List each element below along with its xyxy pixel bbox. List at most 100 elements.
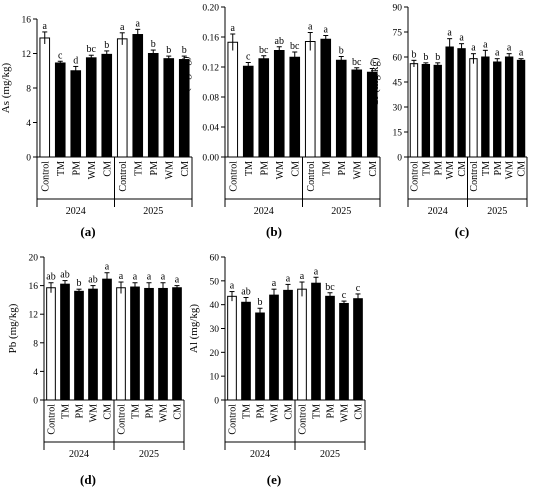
y-tick-label: 0.12: [202, 64, 219, 74]
category-label: Control: [117, 404, 128, 435]
y-tick-label: 30: [210, 325, 220, 335]
group-label: 2024: [66, 206, 86, 217]
bar: [433, 64, 442, 158]
significance-letter: a: [447, 28, 452, 39]
significance-letter: b: [339, 46, 344, 57]
category-label: CM: [290, 161, 301, 177]
chart-panel-3: 0 15 30 45 60 75 90 Cr (mg/kg) b Control b TM b PM a WM…: [369, 4, 528, 240]
category-label: CM: [180, 161, 191, 177]
bar: [481, 56, 490, 158]
y-tick-label: 50: [210, 277, 220, 287]
y-axis-title: Cd (mg/kg): [180, 56, 192, 107]
significance-letter: b: [258, 297, 263, 308]
significance-letter: b: [435, 52, 440, 63]
y-tick-label: 60: [393, 54, 403, 64]
bar: [351, 69, 363, 158]
bar: [409, 63, 419, 158]
chart-panel-5: 0 10 20 30 40 50 60 Al (mg/kg) a Control ab TM b PM a W…: [188, 254, 366, 487]
significance-letter: bc: [87, 44, 97, 55]
significance-letter: b: [411, 49, 416, 60]
y-axis-title: Al (mg/kg): [188, 304, 200, 354]
significance-letter: d: [73, 55, 78, 66]
significance-letter: c: [356, 283, 361, 294]
bar: [255, 312, 265, 401]
chart-panel-2: 0.00 0.04 0.08 0.12 0.16 0.20 Cd (mg/kg) a Contr…: [180, 4, 381, 239]
panel-label: (d): [80, 472, 96, 487]
significance-letter: a: [308, 22, 313, 33]
category-label: TM: [312, 404, 323, 419]
y-tick-label: 30: [393, 104, 403, 114]
category-label: TM: [133, 161, 144, 176]
bar: [283, 289, 293, 401]
panel-label: (b): [266, 224, 282, 239]
significance-letter: bc: [325, 282, 335, 293]
category-label: TM: [131, 404, 142, 419]
significance-letter: a: [43, 21, 48, 32]
bar: [88, 288, 98, 401]
group-label: 2024: [428, 206, 448, 217]
bar: [445, 46, 454, 158]
category-label: CM: [103, 404, 114, 420]
y-tick-label: 8: [26, 85, 31, 95]
category-label: PM: [493, 161, 504, 176]
category-label: CM: [368, 161, 379, 177]
significance-letter: a: [324, 25, 329, 36]
category-label: WM: [87, 161, 98, 179]
bar: [289, 56, 301, 158]
significance-letter: c: [342, 290, 347, 301]
significance-letter: a: [161, 272, 166, 283]
y-tick-label: 0.16: [202, 34, 219, 44]
significance-letter: b: [77, 278, 82, 289]
bar: [46, 287, 56, 401]
significance-letter: a: [519, 48, 524, 59]
significance-letter: bc: [290, 41, 300, 52]
bar: [311, 282, 321, 401]
y-tick-label: 20: [210, 349, 220, 359]
category-label: PM: [259, 161, 270, 176]
category-label: TM: [321, 161, 332, 176]
bar: [339, 302, 349, 401]
category-label: TM: [242, 404, 253, 419]
bar: [469, 58, 478, 158]
significance-letter: ab: [241, 287, 250, 298]
category-label: WM: [275, 161, 286, 179]
significance-letter: b: [182, 45, 187, 56]
category-label: WM: [352, 161, 363, 179]
category-label: Control: [409, 161, 420, 192]
group-label: 2025: [331, 206, 351, 217]
category-label: TM: [421, 161, 432, 176]
significance-letter: a: [175, 275, 180, 286]
bar: [172, 287, 182, 401]
significance-letter: bc: [352, 57, 362, 68]
bar: [258, 58, 270, 158]
bar: [421, 64, 431, 158]
bar: [144, 287, 154, 401]
bar: [60, 283, 70, 401]
category-label: WM: [159, 404, 170, 422]
group-label: 2024: [250, 449, 270, 460]
y-tick-label: 60: [210, 254, 220, 264]
category-label: Control: [228, 161, 239, 192]
group-label: 2025: [143, 206, 163, 217]
bar: [158, 287, 168, 401]
bar: [116, 287, 126, 401]
bar: [516, 59, 526, 158]
significance-letter: a: [136, 18, 141, 29]
significance-letter: a: [507, 43, 512, 54]
category-label: TM: [481, 161, 492, 176]
category-label: WM: [270, 404, 281, 422]
y-tick-label: 16: [29, 282, 39, 292]
panel-label: (e): [267, 472, 281, 487]
group-label: 2025: [487, 206, 507, 217]
group-label: 2025: [139, 449, 159, 460]
bar: [70, 70, 82, 158]
y-tick-label: 4: [26, 119, 31, 129]
significance-letter: bc: [259, 45, 269, 56]
category-label: PM: [75, 404, 86, 419]
bar: [54, 62, 66, 158]
bar: [353, 298, 363, 401]
bar: [101, 53, 113, 158]
y-axis-title: As (mg/kg): [0, 62, 12, 113]
category-label: Control: [298, 404, 309, 435]
category-label: Control: [228, 404, 239, 435]
